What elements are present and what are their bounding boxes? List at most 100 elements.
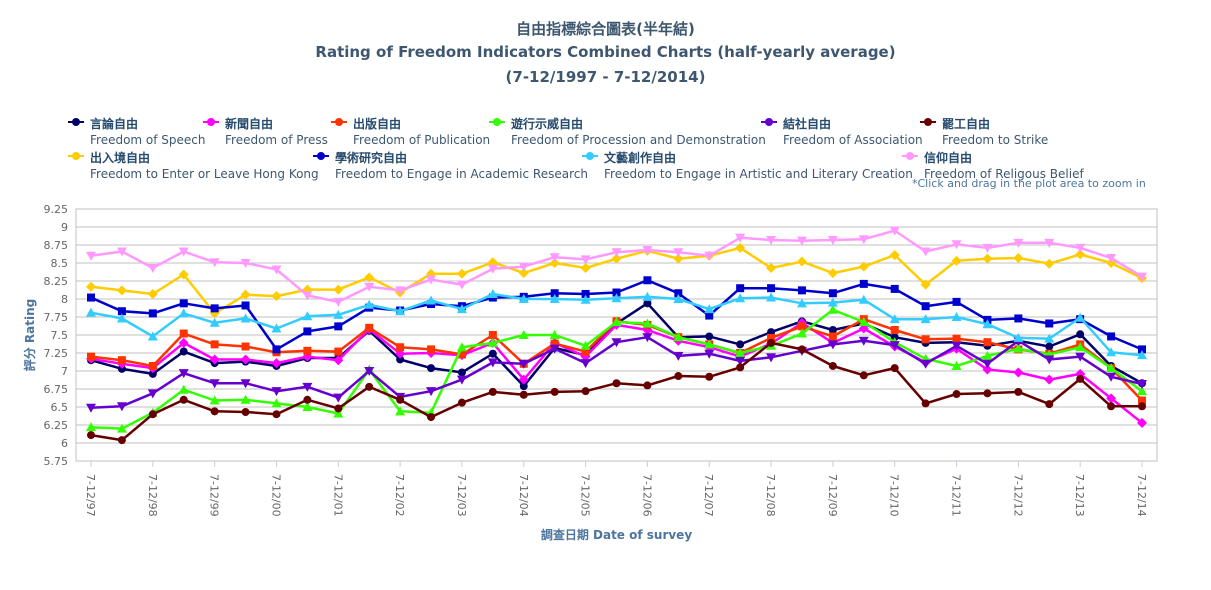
legend-label: Freedom of Religous Belief: [924, 167, 1084, 181]
data-point-freedom-to-engage-in-artistic-and-literary-creation: [827, 297, 838, 307]
data-point-freedom-to-engage-in-artistic-and-literary-creation: [395, 306, 406, 316]
y-tick-label: 7.75: [44, 311, 69, 324]
data-point-freedom-to-enter-or-leave-hong-kong: [1013, 252, 1024, 263]
data-point-freedom-of-speech: [828, 325, 837, 334]
data-point-freedom-of-publication: [890, 325, 899, 334]
data-point-freedom-of-religous-belief: [766, 235, 777, 245]
data-point-freedom-of-association: [116, 402, 127, 412]
data-point-freedom-to-engage-in-academic-research: [828, 289, 837, 298]
data-point-freedom-of-publication: [457, 350, 466, 359]
data-point-freedom-of-procession-and-demonstration: [549, 330, 560, 339]
data-point-freedom-of-press: [209, 354, 220, 365]
data-point-freedom-of-religous-belief: [920, 247, 931, 257]
data-point-freedom-to-enter-or-leave-hong-kong: [766, 263, 777, 274]
data-point-freedom-of-publication: [767, 333, 776, 342]
y-tick-label: 7.25: [44, 347, 69, 360]
data-point-freedom-of-religous-belief: [209, 258, 220, 268]
data-point-freedom-of-association: [209, 379, 220, 389]
y-tick-label: 8.5: [51, 257, 69, 270]
x-tick-label: 7-12/06: [640, 474, 653, 517]
data-point-freedom-of-procession-and-demonstration: [240, 394, 251, 404]
data-point-freedom-to-enter-or-leave-hong-kong: [86, 281, 96, 292]
data-point-freedom-of-religous-belief: [889, 226, 900, 236]
data-point-freedom-of-publication: [828, 332, 837, 341]
data-point-freedom-of-religous-belief: [611, 248, 622, 258]
data-point-freedom-to-strike: [581, 387, 590, 396]
data-point-freedom-to-enter-or-leave-hong-kong: [456, 268, 467, 279]
data-point-freedom-to-enter-or-leave-hong-kong: [889, 250, 900, 261]
legend-label-chinese: 出入境自由: [90, 151, 151, 165]
data-point-freedom-to-engage-in-academic-research: [674, 289, 683, 298]
y-tick-label: 9: [61, 221, 68, 234]
legend-label: Freedom of Association: [783, 133, 923, 147]
y-tick-label: 9.25: [44, 203, 69, 216]
x-tick-label: 7-12/00: [269, 474, 282, 517]
data-point-freedom-to-enter-or-leave-hong-kong: [549, 258, 560, 268]
legend-label: Freedom to Engage in Academic Research: [335, 167, 588, 181]
data-point-freedom-to-engage-in-artistic-and-literary-creation: [178, 308, 189, 318]
data-point-freedom-of-press: [518, 374, 529, 385]
data-point-freedom-to-enter-or-leave-hong-kong: [827, 268, 838, 279]
data-point-freedom-of-press: [982, 364, 993, 375]
data-point-freedom-to-strike: [983, 389, 992, 398]
data-point-freedom-to-strike: [519, 390, 528, 399]
data-point-freedom-to-strike: [674, 372, 683, 381]
data-point-freedom-to-engage-in-artistic-and-literary-creation: [982, 319, 993, 329]
data-point-freedom-of-association: [580, 359, 591, 369]
legend-marker-freedom-to-strike: [920, 118, 936, 126]
data-point-freedom-of-religous-belief: [240, 259, 251, 268]
data-point-freedom-of-speech: [148, 369, 157, 378]
data-point-freedom-of-publication: [427, 345, 436, 354]
data-point-freedom-to-engage-in-academic-research: [921, 302, 930, 311]
data-point-freedom-to-engage-in-academic-research: [334, 322, 343, 331]
data-point-freedom-of-religous-belief: [673, 248, 684, 258]
data-point-freedom-to-engage-in-artistic-and-literary-creation: [796, 298, 807, 308]
y-tick-label: 8.25: [44, 275, 69, 288]
data-point-freedom-of-procession-and-demonstration: [1013, 343, 1024, 353]
data-point-freedom-to-strike: [210, 407, 219, 416]
data-point-freedom-of-procession-and-demonstration: [209, 395, 220, 405]
data-point-freedom-of-association: [1137, 379, 1147, 389]
data-point-freedom-of-speech: [488, 349, 497, 358]
data-point-freedom-of-procession-and-demonstration: [827, 304, 838, 314]
data-point-freedom-to-engage-in-academic-research: [272, 345, 281, 354]
data-point-freedom-to-engage-in-artistic-and-literary-creation: [333, 309, 344, 319]
data-point-freedom-of-religous-belief: [333, 297, 344, 307]
data-point-freedom-of-procession-and-demonstration: [858, 317, 869, 327]
data-point-freedom-of-procession-and-demonstration: [271, 398, 282, 408]
data-point-freedom-of-procession-and-demonstration: [982, 350, 993, 360]
data-point-freedom-to-engage-in-artistic-and-literary-creation: [302, 311, 313, 321]
data-point-freedom-to-engage-in-academic-research: [705, 311, 714, 320]
data-point-freedom-to-engage-in-academic-research: [612, 288, 621, 297]
data-point-freedom-of-publication: [210, 340, 219, 349]
data-point-freedom-to-engage-in-academic-research: [1138, 345, 1146, 354]
data-point-freedom-of-press: [271, 358, 282, 369]
data-point-freedom-of-association: [240, 379, 251, 389]
data-point-freedom-of-association: [827, 340, 838, 350]
data-point-freedom-to-engage-in-artistic-and-literary-creation: [456, 304, 467, 314]
data-point-freedom-of-publication: [241, 342, 250, 351]
data-point-freedom-of-speech: [117, 364, 126, 373]
data-point-freedom-to-strike: [797, 345, 806, 354]
data-point-freedom-of-association: [456, 375, 467, 385]
data-point-freedom-to-engage-in-artistic-and-literary-creation: [549, 294, 560, 303]
legend-label-chinese: 結社自由: [783, 117, 832, 131]
data-point-freedom-of-association: [735, 356, 746, 366]
data-point-freedom-of-religous-belief: [580, 255, 591, 265]
legend-label-chinese: 出版自由: [353, 117, 402, 131]
legend-label-chinese: 信仰自由: [924, 151, 973, 165]
legend-label: Freedom of Publication: [353, 133, 491, 147]
data-point-freedom-to-engage-in-academic-research: [797, 286, 806, 295]
data-point-freedom-of-procession-and-demonstration: [178, 384, 189, 394]
data-point-freedom-to-engage-in-academic-research: [117, 307, 126, 316]
data-point-freedom-to-engage-in-academic-research: [767, 284, 776, 293]
data-point-freedom-of-religous-belief: [1044, 238, 1055, 248]
data-point-freedom-of-publication: [334, 347, 343, 356]
legend-marker-freedom-of-religous-belief: [902, 152, 918, 160]
data-point-freedom-to-enter-or-leave-hong-kong: [147, 288, 158, 299]
data-point-freedom-of-association: [426, 387, 437, 397]
data-point-freedom-of-procession-and-demonstration: [673, 332, 684, 342]
data-point-freedom-of-association: [982, 359, 993, 369]
y-tick-label: 6.75: [44, 383, 69, 396]
